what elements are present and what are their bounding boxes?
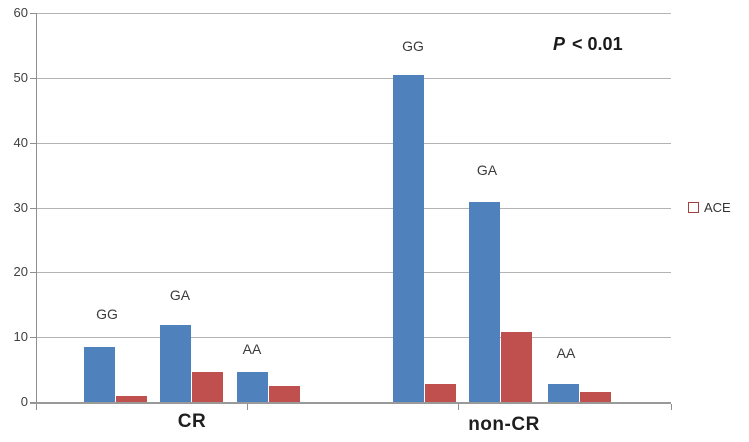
y-axis-tick-40 <box>30 143 36 144</box>
y-axis-label-40: 40 <box>13 135 28 150</box>
legend-label-ace: ACE <box>704 200 731 215</box>
bar-ace-cr-gg <box>116 396 147 402</box>
x-axis-tick-1 <box>247 404 248 410</box>
bar-ace-non-cr-gg <box>425 384 456 402</box>
legend: ACE <box>688 200 731 215</box>
bar-blue-non-cr-aa <box>548 384 579 402</box>
bar-ace-non-cr-ga <box>501 332 532 402</box>
gridline-50 <box>36 78 671 79</box>
bar-ace-non-cr-aa <box>580 392 611 402</box>
y-axis-tick-50 <box>30 78 36 79</box>
x-axis-tick-3 <box>671 404 672 410</box>
y-axis-tick-10 <box>30 337 36 338</box>
y-axis-label-50: 50 <box>13 70 28 85</box>
bar-blue-cr-ga <box>160 325 191 402</box>
gridline-10 <box>36 337 671 338</box>
bar-blue-non-cr-ga <box>469 202 500 402</box>
y-axis-label-10: 10 <box>13 329 28 344</box>
y-axis-label-60: 60 <box>13 5 28 20</box>
y-axis-tick-20 <box>30 272 36 273</box>
y-axis-line <box>36 13 37 408</box>
gridline-30 <box>36 208 671 209</box>
x-axis-group-label-non-cr: non-CR <box>468 414 540 435</box>
bar-blue-cr-gg <box>84 347 115 402</box>
x-axis-tick-0 <box>36 404 37 410</box>
bar-blue-cr-aa <box>237 372 268 402</box>
genotype-label-1-ga: GA <box>169 287 191 303</box>
genotype-label-2-aa: AA <box>242 341 262 357</box>
x-axis-group-label-cr: CR <box>177 411 207 432</box>
legend-swatch-ace <box>688 202 699 213</box>
y-axis-tick-60 <box>30 13 36 14</box>
y-axis-label-20: 20 <box>13 264 28 279</box>
y-axis-tick-30 <box>30 208 36 209</box>
genotype-label-4-ga: GA <box>476 162 498 178</box>
p-value-annotation: P < 0.01 <box>553 34 623 55</box>
gridline-20 <box>36 272 671 273</box>
bar-ace-cr-ga <box>192 372 223 402</box>
x-axis-line <box>30 402 671 404</box>
genotype-label-0-gg: GG <box>96 306 118 322</box>
y-axis-tick-0 <box>30 402 36 403</box>
p-value-text: < 0.01 <box>572 34 623 54</box>
genotype-label-5-aa: AA <box>556 345 576 361</box>
x-axis-tick-2 <box>458 404 459 410</box>
y-axis-label-0: 0 <box>20 394 28 409</box>
genotype-label-3-gg: GG <box>402 38 424 54</box>
y-axis-label-30: 30 <box>13 200 28 215</box>
gridline-40 <box>36 143 671 144</box>
p-value-symbol: P <box>553 34 566 54</box>
bar-blue-non-cr-gg <box>393 75 424 402</box>
gridline-60 <box>36 13 671 14</box>
bar-ace-cr-aa <box>269 386 300 402</box>
